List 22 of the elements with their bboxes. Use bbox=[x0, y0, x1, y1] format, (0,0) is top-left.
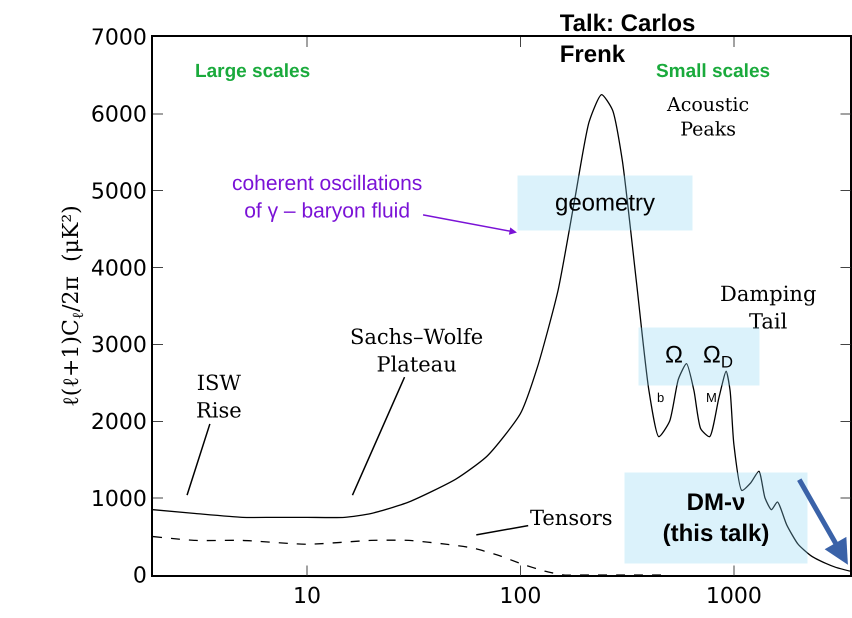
annotation: Ω Ω$_{D}$ bbox=[664, 341, 734, 372]
annotation: Acoustic Peaks bbox=[666, 94, 750, 141]
x-tick-label: 100 bbox=[499, 584, 542, 610]
y-tick-label: 6000 bbox=[90, 102, 147, 128]
annotation: Sachs–Wolfe Plateau bbox=[350, 325, 484, 376]
y-tick-label: 1000 bbox=[90, 486, 147, 512]
annotation: coherent oscillations of γ – baryon fluid bbox=[232, 172, 422, 222]
y-tick-label: 4000 bbox=[90, 256, 147, 282]
x-tick-label: 10 bbox=[292, 584, 321, 610]
annotation: ISW Rise bbox=[196, 371, 242, 422]
annotation: b bbox=[657, 390, 664, 405]
annotation: DM-ν (this talk) bbox=[662, 488, 770, 548]
y-tick-label: 7000 bbox=[90, 26, 147, 51]
annotation: Damping Tail bbox=[720, 282, 816, 334]
annotation: Tensors bbox=[530, 506, 613, 530]
x-tick-label: 1000 bbox=[706, 584, 762, 610]
y-tick-label: 0 bbox=[132, 564, 147, 589]
y-tick-label: 3000 bbox=[90, 333, 147, 358]
annotation: M bbox=[706, 390, 717, 405]
annotation: Large scales bbox=[195, 61, 310, 82]
y-tick-label: 2000 bbox=[90, 410, 147, 435]
y-tick-label: 5000 bbox=[90, 179, 147, 204]
